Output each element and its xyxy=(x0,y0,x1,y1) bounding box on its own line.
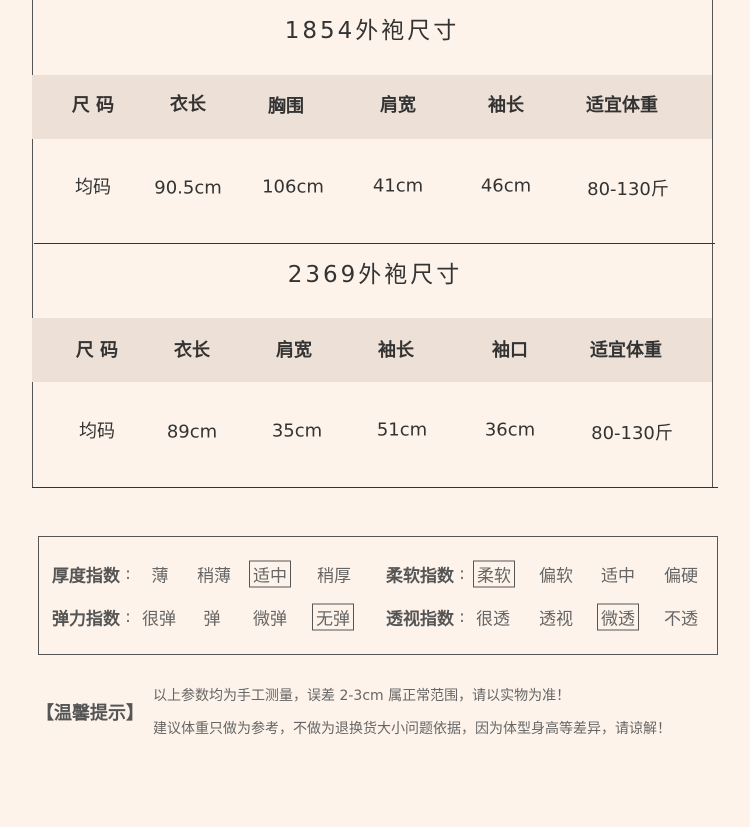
table-divider xyxy=(34,243,715,244)
data-cell: 46cm xyxy=(480,175,532,197)
data-cell: 90.5cm xyxy=(154,177,222,199)
header-cell: 尺 码 xyxy=(75,340,119,361)
attribute-option: 偏软 xyxy=(539,566,573,587)
attribute-label: 透视指数 xyxy=(386,609,454,630)
header-band xyxy=(32,75,712,139)
data-cell: 80-130斤 xyxy=(587,179,669,200)
header-cell: 胸围 xyxy=(268,96,304,117)
attribute-option: 弹 xyxy=(203,609,221,630)
attribute-option-selected: 柔软 xyxy=(473,560,515,588)
attribute-label: 厚度指数 xyxy=(52,566,120,587)
attribute-option: 透视 xyxy=(539,609,573,630)
attribute-colon: : xyxy=(125,607,131,627)
attribute-option-selected: 微透 xyxy=(597,603,639,631)
data-cell: 均码 xyxy=(79,421,115,442)
header-cell: 衣长 xyxy=(170,94,206,115)
header-cell: 适宜体重 xyxy=(590,340,662,361)
attribute-option: 稍薄 xyxy=(197,566,231,587)
data-cell: 均码 xyxy=(75,177,111,198)
attribute-option-selected: 无弹 xyxy=(312,603,354,631)
data-cell: 106cm xyxy=(262,176,324,198)
data-cell: 35cm xyxy=(271,420,323,442)
attribute-label: 弹力指数 xyxy=(52,609,120,630)
table-title: 2369外袍尺寸 xyxy=(287,262,463,288)
tips-label: 【温馨提示】 xyxy=(36,703,144,724)
attribute-option-selected: 适中 xyxy=(249,560,291,588)
header-cell: 袖长 xyxy=(488,95,524,116)
header-cell: 袖长 xyxy=(378,340,414,361)
attribute-option: 偏硬 xyxy=(664,566,698,587)
header-cell: 适宜体重 xyxy=(586,95,658,116)
tips-line: 建议体重只做为参考，不做为退换货大小问题依据，因为体型身高等差异，请谅解！ xyxy=(153,721,671,737)
header-cell: 尺 码 xyxy=(71,95,115,116)
attribute-option: 微弹 xyxy=(253,609,287,630)
attribute-option: 薄 xyxy=(151,566,169,587)
header-band xyxy=(32,318,712,382)
tips-line: 以上参数均为手工测量，误差 2-3cm 属正常范围，请以实物为准！ xyxy=(153,688,571,704)
header-cell: 衣长 xyxy=(174,340,210,361)
data-cell: 80-130斤 xyxy=(591,423,673,444)
header-cell: 肩宽 xyxy=(276,340,312,361)
data-cell: 36cm xyxy=(484,419,536,441)
attribute-colon: : xyxy=(459,564,465,584)
attribute-colon: : xyxy=(125,564,131,584)
data-cell: 89cm xyxy=(166,421,218,443)
attribute-option: 稍厚 xyxy=(317,566,351,587)
attribute-colon: : xyxy=(459,607,465,627)
attribute-option: 不透 xyxy=(664,609,698,630)
attribute-label: 柔软指数 xyxy=(386,566,454,587)
data-cell: 51cm xyxy=(376,419,428,441)
attribute-option: 很弹 xyxy=(142,609,176,630)
table-left-border xyxy=(32,0,33,488)
header-cell: 肩宽 xyxy=(380,95,416,116)
data-cell: 41cm xyxy=(372,175,424,197)
attribute-option: 适中 xyxy=(601,566,635,587)
table-title: 1854外袍尺寸 xyxy=(284,18,460,44)
header-cell: 袖口 xyxy=(492,340,528,361)
table-right-border xyxy=(712,0,713,488)
table-bottom-border xyxy=(32,487,718,488)
fabric-attributes-box xyxy=(38,536,718,655)
attribute-option: 很透 xyxy=(476,609,510,630)
